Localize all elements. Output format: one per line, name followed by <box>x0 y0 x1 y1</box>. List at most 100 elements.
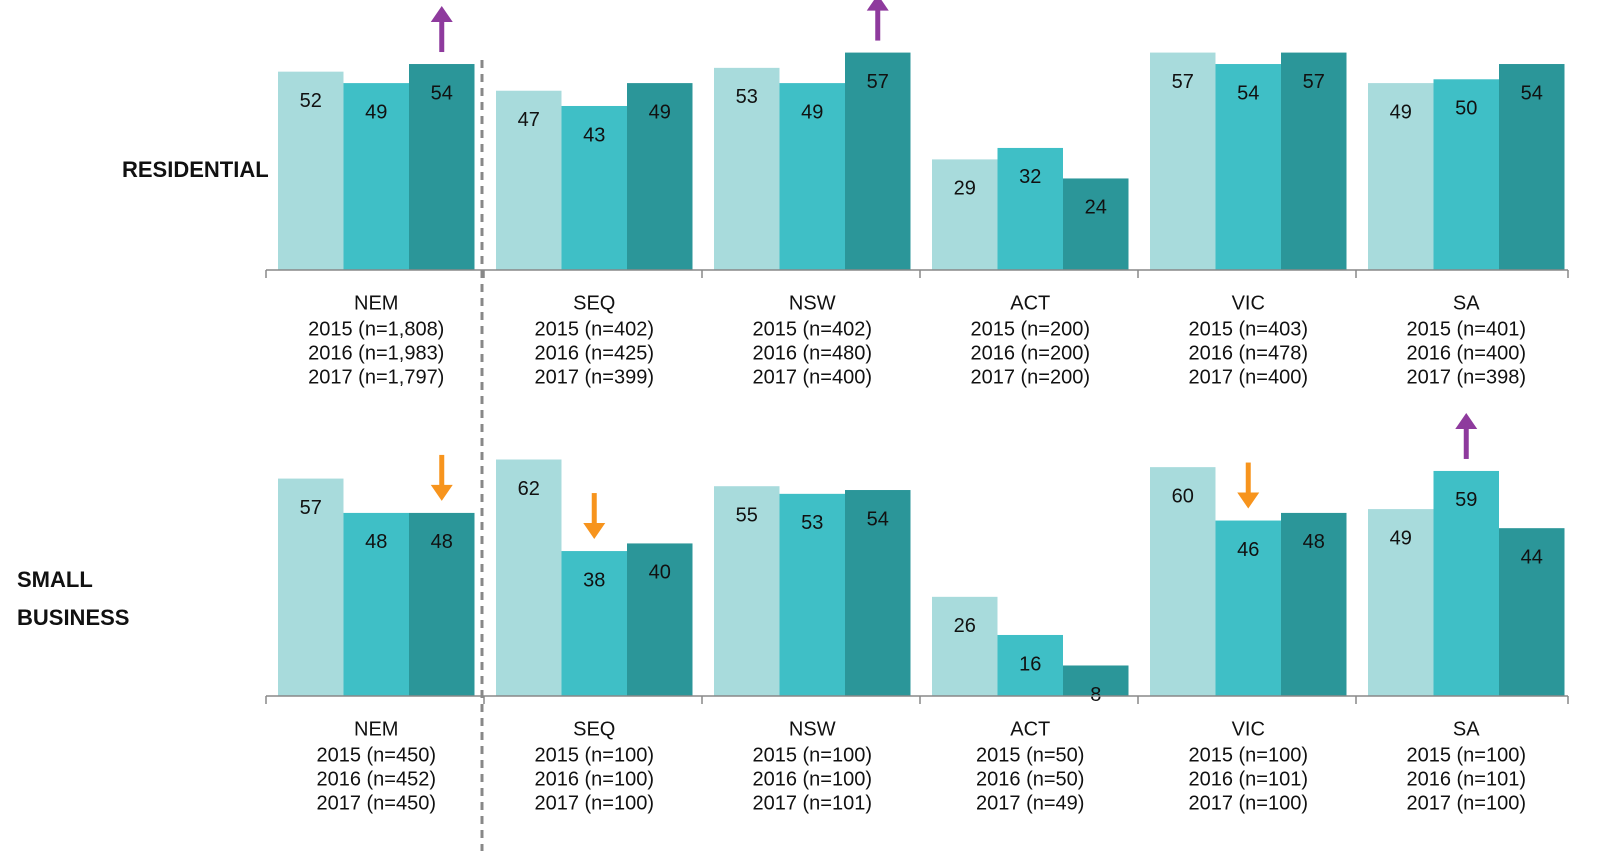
bar <box>779 493 845 696</box>
value-label: 8 <box>1090 684 1101 706</box>
sample-size-label: 2016 (n=1,983) <box>308 342 444 364</box>
bar <box>845 490 911 696</box>
bar <box>496 459 562 696</box>
sample-size-label: 2017 (n=49) <box>976 792 1084 814</box>
value-label: 60 <box>1172 485 1194 507</box>
sample-size-label: 2016 (n=101) <box>1406 768 1526 790</box>
x-tick-label: NSW <box>789 718 836 740</box>
value-label: 54 <box>1237 82 1259 104</box>
bar <box>714 67 780 270</box>
bar <box>409 64 475 271</box>
value-label: 54 <box>431 82 453 104</box>
x-tick-label: NSW <box>789 292 836 314</box>
value-label: 16 <box>1019 653 1041 675</box>
sample-size-label: 2016 (n=200) <box>970 342 1090 364</box>
sample-size-label: 2017 (n=399) <box>534 366 654 388</box>
arrow-head <box>430 6 453 23</box>
value-label: 46 <box>1237 539 1259 561</box>
bar <box>1433 79 1499 271</box>
x-tick-label: SA <box>1453 292 1480 314</box>
value-label: 49 <box>365 101 387 123</box>
sample-size-label: 2015 (n=100) <box>1406 744 1526 766</box>
x-tick-label: NEM <box>354 718 398 740</box>
x-tick-label: VIC <box>1232 292 1265 314</box>
x-tick-label: SEQ <box>573 292 615 314</box>
value-label: 38 <box>583 569 605 591</box>
arrow-head <box>1455 412 1478 429</box>
value-label: 48 <box>1303 531 1325 553</box>
bar <box>627 543 693 696</box>
value-label: 53 <box>801 512 823 534</box>
value-label: 55 <box>736 504 758 526</box>
panel-title: RESIDENTIAL <box>122 157 269 182</box>
value-label: 53 <box>736 86 758 108</box>
arrow-head <box>430 484 453 501</box>
bar <box>932 159 998 270</box>
sample-size-label: 2016 (n=50) <box>976 768 1084 790</box>
x-tick-label: ACT <box>1010 292 1050 314</box>
bar <box>932 596 998 696</box>
bar <box>1063 665 1129 696</box>
value-label: 26 <box>954 615 976 637</box>
bar <box>1281 512 1347 696</box>
bar <box>1499 64 1565 271</box>
sample-size-label: 2016 (n=100) <box>534 768 654 790</box>
bar <box>561 551 627 696</box>
x-tick-label: ACT <box>1010 718 1050 740</box>
panel-title: SMALL BUSINESS <box>17 567 130 630</box>
sample-size-label: 2016 (n=101) <box>1188 768 1308 790</box>
sample-size-label: 2017 (n=101) <box>752 792 872 814</box>
sample-size-label: 2017 (n=400) <box>752 366 872 388</box>
bar <box>1150 467 1216 696</box>
bar <box>714 486 780 696</box>
x-tick-label: NEM <box>354 292 398 314</box>
value-label: 49 <box>1390 101 1412 123</box>
x-tick-label: SA <box>1453 718 1480 740</box>
value-label: 52 <box>300 90 322 112</box>
sample-size-label: 2015 (n=100) <box>1188 744 1308 766</box>
value-label: 40 <box>649 562 671 584</box>
value-label: 49 <box>1390 527 1412 549</box>
value-label: 57 <box>1172 71 1194 93</box>
bar <box>1499 528 1565 696</box>
value-label: 49 <box>801 101 823 123</box>
value-label: 57 <box>300 497 322 519</box>
bar <box>496 90 562 270</box>
value-label: 59 <box>1455 489 1477 511</box>
bar <box>343 83 409 270</box>
bar <box>1063 178 1129 270</box>
sample-size-label: 2015 (n=402) <box>752 318 872 340</box>
sample-size-label: 2015 (n=403) <box>1188 318 1308 340</box>
value-label: 50 <box>1455 98 1477 120</box>
sample-size-label: 2015 (n=450) <box>316 744 436 766</box>
sample-size-label: 2017 (n=100) <box>534 792 654 814</box>
sample-size-label: 2016 (n=452) <box>316 768 436 790</box>
bar <box>1215 64 1281 271</box>
bar <box>1433 470 1499 696</box>
value-label: 62 <box>518 478 540 500</box>
value-label: 44 <box>1521 546 1543 568</box>
sample-size-label: 2015 (n=200) <box>970 318 1090 340</box>
bar <box>1150 52 1216 271</box>
sample-size-label: 2017 (n=1,797) <box>308 366 444 388</box>
value-label: 57 <box>867 71 889 93</box>
sample-size-label: 2015 (n=402) <box>534 318 654 340</box>
value-label: 47 <box>518 109 540 131</box>
value-label: 24 <box>1085 197 1107 219</box>
bar <box>845 52 911 271</box>
value-label: 48 <box>365 531 387 553</box>
bar <box>278 71 344 271</box>
value-label: 54 <box>867 508 889 530</box>
bar <box>997 147 1063 270</box>
arrow-head <box>1237 492 1260 509</box>
bar <box>1368 83 1434 270</box>
sample-size-label: 2017 (n=200) <box>970 366 1090 388</box>
bar <box>627 83 693 270</box>
bar <box>561 105 627 270</box>
arrow-head <box>583 523 606 540</box>
value-label: 57 <box>1303 71 1325 93</box>
sample-size-label: 2015 (n=100) <box>752 744 872 766</box>
value-label: 32 <box>1019 166 1041 188</box>
